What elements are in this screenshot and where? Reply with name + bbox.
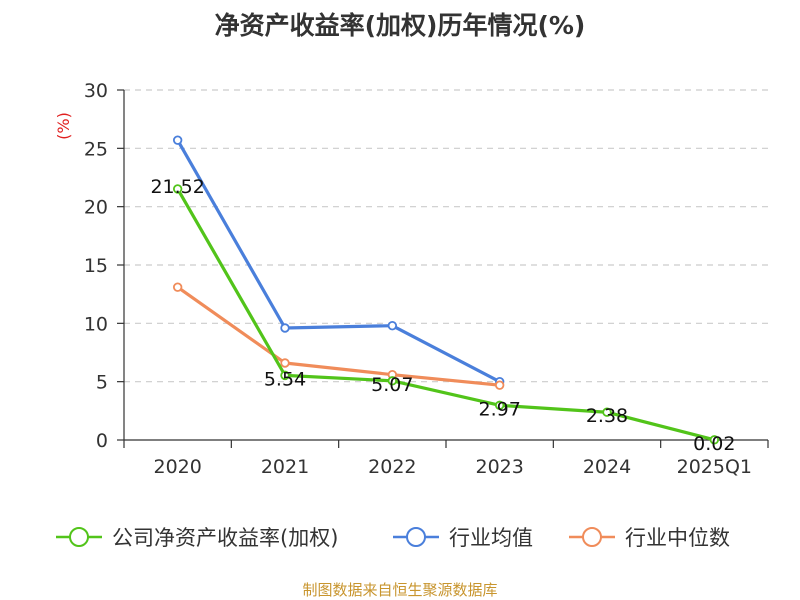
legend-swatch-marker: [582, 527, 602, 547]
data-point: [280, 358, 290, 368]
series-lines: [172, 135, 720, 445]
legend-label: 行业中位数: [625, 526, 730, 550]
data-point: [172, 135, 183, 145]
source-note: 制图数据来自恒生聚源数据库: [302, 581, 498, 599]
data-label: 5.54: [264, 368, 306, 390]
data-label: 21.52: [150, 176, 204, 198]
legend: 公司净资产收益率(加权) 行业均值 行业中位数: [56, 526, 730, 550]
series-line: [176, 139, 501, 384]
data-point: [172, 282, 183, 292]
chart-title: 净资产收益率(加权)历年情况(%): [214, 11, 586, 40]
y-tick-label: 10: [84, 313, 108, 335]
y-tick-label: 15: [84, 255, 108, 277]
series-line: [176, 285, 500, 387]
data-label: 5.07: [371, 374, 413, 396]
data-point: [387, 320, 398, 331]
x-tick-label: 2024: [583, 456, 631, 478]
grid-lines: [124, 89, 768, 383]
data-label: 2.38: [586, 405, 628, 427]
x-tick-label: 2021: [261, 456, 309, 478]
x-tick-label: 2022: [368, 456, 416, 478]
legend-swatch-marker: [69, 527, 89, 547]
y-axis-label: (%): [54, 112, 73, 140]
legend-label: 公司净资产收益率(加权): [112, 526, 338, 550]
data-label: 2.97: [479, 398, 521, 420]
y-tick-label: 5: [96, 372, 108, 394]
legend-swatch-marker: [406, 527, 426, 547]
data-point: [172, 184, 183, 194]
y-tick-label: 0: [96, 430, 108, 452]
series-line: [176, 188, 715, 442]
x-tick-label: 2025Q1: [677, 456, 752, 478]
data-point: [280, 323, 290, 333]
data-label: 0.02: [693, 433, 735, 455]
data-point: [494, 400, 505, 411]
data-point: [387, 376, 398, 386]
y-tick-label: 25: [84, 138, 108, 160]
axes: 0 5 10 15 20 25 30 2020 2021 2022 2023 2024 2025Q1: [84, 80, 769, 478]
data-point: [280, 370, 290, 381]
data-labels: 21.52 5.54 5.07 2.97 2.38 0.02: [150, 176, 735, 455]
data-point: [709, 435, 720, 445]
y-tick-label: 30: [84, 80, 108, 102]
x-tick-label: 2023: [475, 456, 523, 478]
y-tick-label: 20: [84, 197, 108, 219]
data-point: [602, 407, 612, 417]
legend-label: 行业均值: [449, 526, 533, 550]
x-tick-label: 2020: [153, 456, 201, 478]
data-point: [494, 380, 505, 390]
